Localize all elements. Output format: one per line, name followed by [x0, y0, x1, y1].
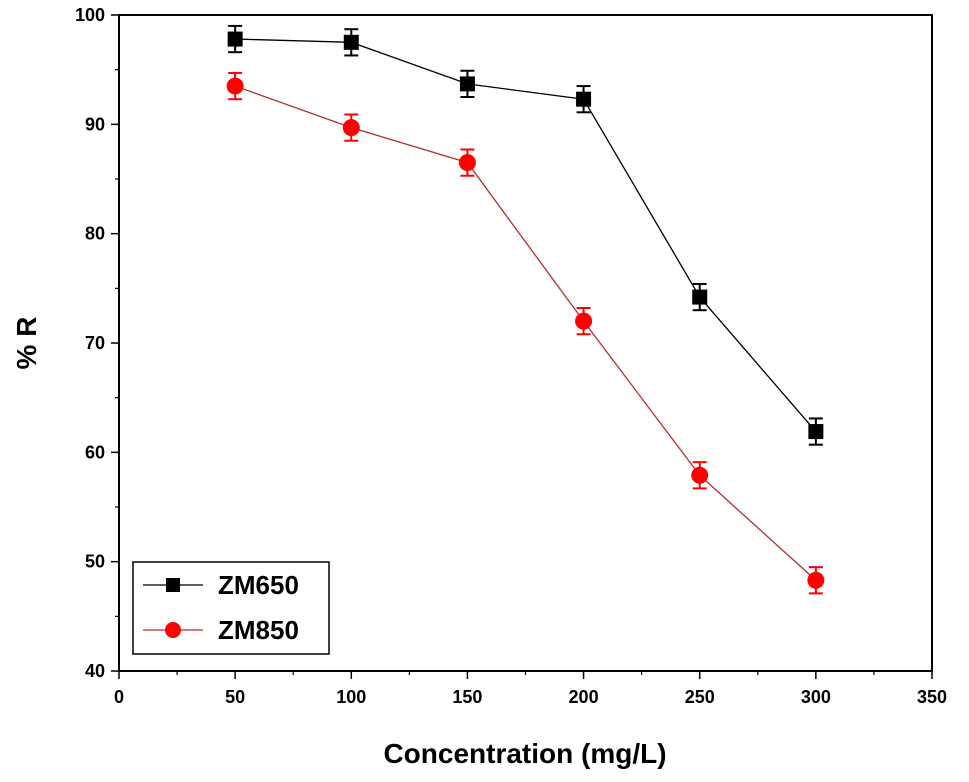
data-point-zm650 — [808, 424, 824, 440]
y-tick-label: 60 — [85, 442, 105, 462]
series-line-zm850 — [234, 85, 817, 581]
series-zm850 — [226, 71, 825, 595]
x-tick-label: 350 — [917, 687, 947, 707]
x-tick-label: 100 — [336, 687, 366, 707]
y-tick-label: 70 — [85, 333, 105, 353]
x-tick-label: 0 — [114, 687, 124, 707]
x-tick-label: 250 — [685, 687, 715, 707]
series-line-zm650 — [235, 38, 817, 432]
data-point-zm850 — [691, 466, 709, 484]
x-tick-label: 150 — [452, 687, 482, 707]
data-point-zm850 — [458, 154, 476, 172]
data-point-zm850 — [342, 119, 360, 137]
y-tick-label: 50 — [85, 552, 105, 572]
x-tick-label: 50 — [225, 687, 245, 707]
y-tick-label: 90 — [85, 114, 105, 134]
legend-label-zm850: ZM850 — [218, 615, 299, 645]
data-point-zm850 — [226, 77, 244, 95]
x-axis-title: Concentration (mg/L) — [383, 738, 666, 769]
legend-box — [132, 561, 330, 655]
legend: ZM650 ZM850 — [132, 561, 330, 655]
axis-ticks: 0 50 100 150 200 250 300 350 40 50 60 70 80 90 100 — [75, 5, 947, 707]
data-point-zm650 — [227, 31, 243, 47]
data-point-zm650 — [459, 76, 475, 92]
x-tick-label: 300 — [801, 687, 831, 707]
x-tick-label: 200 — [569, 687, 599, 707]
series-zm650 — [227, 24, 824, 446]
y-tick-label: 100 — [75, 5, 105, 25]
data-point-zm850 — [575, 312, 593, 330]
data-point-zm650 — [692, 289, 708, 305]
legend-marker-zm650 — [166, 578, 180, 592]
data-point-zm850 — [807, 571, 825, 589]
y-tick-label: 80 — [85, 224, 105, 244]
legend-label-zm650: ZM650 — [218, 570, 299, 600]
y-axis-title: % R — [11, 317, 42, 370]
data-point-zm650 — [576, 91, 592, 107]
y-tick-label: 40 — [85, 661, 105, 681]
data-point-zm650 — [343, 34, 359, 50]
legend-marker-zm850 — [165, 622, 181, 638]
series-layer — [226, 24, 825, 595]
